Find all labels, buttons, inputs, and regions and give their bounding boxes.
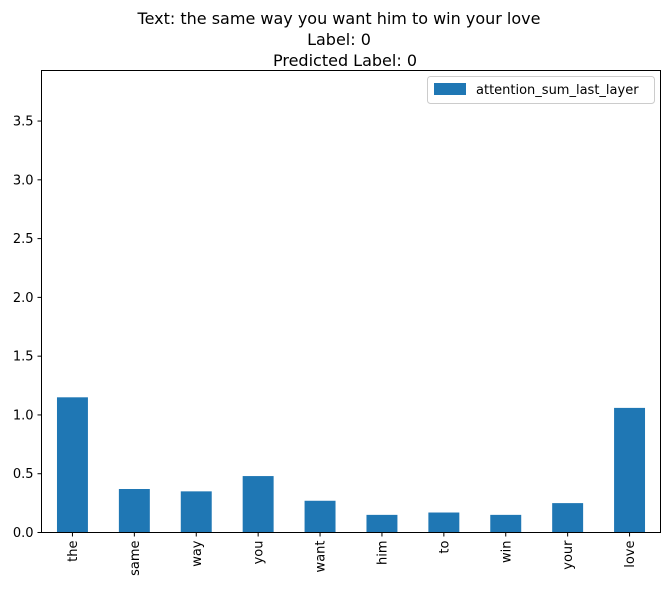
x-tick-label: him — [375, 541, 390, 566]
bar-you — [242, 476, 274, 533]
bar-want — [304, 500, 336, 533]
bar-the — [56, 397, 88, 533]
y-tick-label: 1.0 — [13, 408, 34, 423]
y-tick-label: 0.5 — [13, 467, 34, 482]
x-tick-label: love — [623, 541, 638, 568]
y-tick-label: 0.0 — [13, 526, 34, 541]
x-axis: the same way you want him to win your love — [66, 532, 638, 576]
x-tick-label: win — [499, 541, 514, 563]
x-tick-label: your — [561, 540, 576, 570]
legend: attention_sum_last_layer — [427, 76, 655, 104]
bar-your — [552, 503, 584, 533]
plot-frame — [41, 70, 661, 533]
x-tick-label: way — [190, 540, 205, 567]
bar-win — [490, 514, 522, 533]
x-tick-label: you — [252, 541, 267, 565]
x-tick-label: want — [314, 541, 329, 573]
chart-title: Text: the same way you want him to win y… — [137, 9, 541, 70]
y-tick-label: 2.5 — [13, 232, 34, 247]
y-axis: 0.0 0.5 1.0 1.5 2.0 2.5 3.0 3.5 — [13, 115, 42, 541]
title-line-predicted-label: Predicted Label: 0 — [273, 51, 417, 70]
legend-swatch — [434, 83, 466, 95]
bar-love — [614, 407, 646, 533]
y-tick-label: 3.5 — [13, 115, 34, 130]
bar-him — [366, 514, 398, 533]
legend-label: attention_sum_last_layer — [476, 83, 639, 98]
title-line-label: Label: 0 — [307, 30, 371, 49]
title-line-text: Text: the same way you want him to win y… — [137, 9, 541, 28]
legend-box — [427, 76, 655, 104]
x-tick-label: same — [128, 541, 143, 576]
y-tick-label: 3.0 — [13, 173, 34, 188]
y-tick-label: 1.5 — [13, 350, 34, 365]
y-tick-label: 2.0 — [13, 291, 34, 306]
bars-group — [56, 397, 646, 533]
bar-way — [180, 491, 212, 533]
bar-same — [118, 489, 150, 533]
x-tick-label: to — [437, 540, 452, 553]
x-tick-label: the — [66, 541, 81, 562]
bar-to — [428, 512, 460, 533]
